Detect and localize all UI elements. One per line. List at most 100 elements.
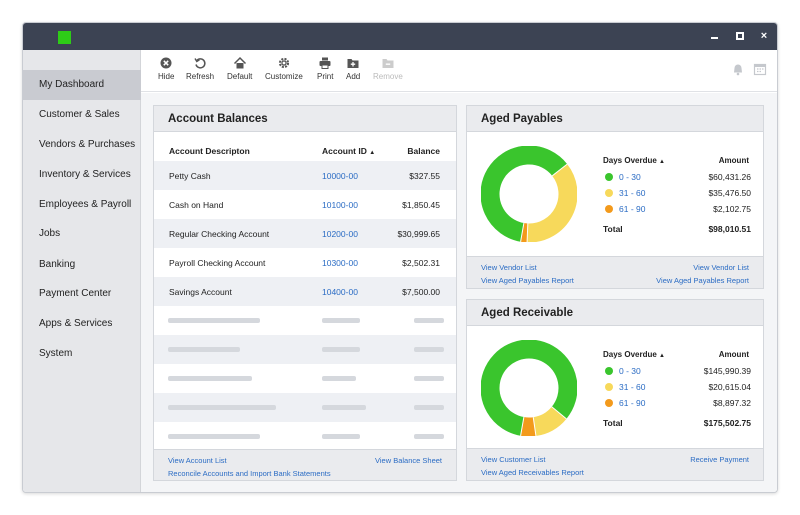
toolbar: Hide Refresh Default Customize Print Add… bbox=[141, 50, 777, 92]
close-icon[interactable]: × bbox=[760, 30, 768, 42]
calendar-icon[interactable] bbox=[753, 62, 767, 76]
col-days-overdue-label: Days Overdue bbox=[603, 350, 657, 359]
aged-amount: $145,990.39 bbox=[703, 366, 751, 376]
account-id-link[interactable]: 10300-00 bbox=[322, 258, 358, 268]
aged-row[interactable]: 61 - 90 $2,102.75 bbox=[603, 202, 751, 218]
account-id-link[interactable]: 10100-00 bbox=[322, 200, 358, 210]
sidebar-item-banking[interactable]: Banking bbox=[39, 259, 76, 270]
view-customer-list-link[interactable]: View Customer List bbox=[481, 455, 546, 464]
add-button[interactable]: Add bbox=[346, 56, 360, 81]
days-range-link[interactable]: 61 - 90 bbox=[619, 204, 646, 214]
aged-row[interactable]: 31 - 60 $35,476.50 bbox=[603, 186, 751, 202]
days-range-link[interactable]: 0 - 30 bbox=[619, 366, 641, 376]
col-account-id[interactable]: Account ID ▲ bbox=[322, 146, 375, 156]
col-account-description[interactable]: Account Descripton bbox=[169, 146, 250, 156]
days-range-link[interactable]: 61 - 90 bbox=[619, 398, 646, 408]
default-button[interactable]: Default bbox=[227, 56, 252, 81]
table-row[interactable]: Petty Cash 10000-00 $327.55 bbox=[154, 161, 456, 190]
sidebar-item-apps-services[interactable]: Apps & Services bbox=[39, 318, 113, 329]
account-balance: $30,999.65 bbox=[397, 229, 440, 239]
placeholder-bar bbox=[414, 376, 444, 381]
account-id-link[interactable]: 10200-00 bbox=[322, 229, 358, 239]
placeholder-row bbox=[154, 335, 456, 364]
col-days-overdue-label: Days Overdue bbox=[603, 156, 657, 165]
table-row[interactable]: Cash on Hand 10100-00 $1,850.45 bbox=[154, 190, 456, 219]
view-balance-sheet-link[interactable]: View Balance Sheet bbox=[375, 456, 442, 465]
table-row[interactable]: Savings Account 10400-00 $7,500.00 bbox=[154, 277, 456, 306]
placeholder-bar bbox=[168, 376, 252, 381]
customize-button[interactable]: Customize bbox=[265, 56, 303, 81]
aged-row[interactable]: 0 - 30 $145,990.39 bbox=[603, 364, 751, 380]
col-amount[interactable]: Amount bbox=[718, 350, 749, 359]
sidebar-item-my-dashboard[interactable]: My Dashboard bbox=[23, 70, 141, 100]
total-label: Total bbox=[603, 224, 623, 234]
aged-row[interactable]: 31 - 60 $20,615.04 bbox=[603, 380, 751, 396]
sidebar-item-payment-center[interactable]: Payment Center bbox=[39, 288, 112, 299]
aged-amount: $8,897.32 bbox=[713, 398, 751, 408]
account-id-link[interactable]: 10400-00 bbox=[322, 287, 358, 297]
aged-payables-title: Aged Payables bbox=[467, 106, 763, 132]
placeholder-bar bbox=[168, 434, 260, 439]
refresh-button[interactable]: Refresh bbox=[186, 56, 214, 81]
placeholder-row bbox=[154, 422, 456, 451]
receive-payment-link[interactable]: Receive Payment bbox=[690, 455, 749, 464]
donut-separator bbox=[532, 417, 537, 436]
col-days-overdue[interactable]: Days Overdue ▲ bbox=[603, 350, 665, 359]
col-days-overdue[interactable]: Days Overdue ▲ bbox=[603, 156, 665, 165]
aged-amount: $2,102.75 bbox=[713, 204, 751, 214]
days-range-link[interactable]: 0 - 30 bbox=[619, 172, 641, 182]
aged-row[interactable]: 0 - 30 $60,431.26 bbox=[603, 170, 751, 186]
print-button[interactable]: Print bbox=[317, 56, 333, 81]
aged-receivable-title: Aged Receivable bbox=[467, 300, 763, 326]
donut-slice-0-30 bbox=[481, 146, 568, 242]
maximize-icon[interactable] bbox=[732, 28, 748, 44]
aged-payables-footer: View Vendor List View Aged Payables Repo… bbox=[467, 256, 763, 288]
view-aged-payables-report-link[interactable]: View Aged Payables Report bbox=[481, 276, 574, 285]
col-balance[interactable]: Balance bbox=[407, 146, 440, 156]
sidebar-item-system[interactable]: System bbox=[39, 348, 73, 359]
sort-up-icon: ▲ bbox=[659, 159, 665, 165]
donut-separator bbox=[520, 222, 525, 242]
remove-button[interactable]: Remove bbox=[373, 56, 403, 81]
donut-slice-61-90 bbox=[520, 416, 536, 436]
view-aged-receivables-report-link[interactable]: View Aged Receivables Report bbox=[481, 468, 584, 477]
placeholder-row bbox=[154, 364, 456, 393]
account-description: Savings Account bbox=[169, 287, 232, 297]
reconcile-accounts-link[interactable]: Reconcile Accounts and Import Bank State… bbox=[168, 469, 331, 478]
minimize-icon[interactable] bbox=[706, 28, 722, 44]
aged-row[interactable]: 61 - 90 $8,897.32 bbox=[603, 396, 751, 412]
add-folder-icon bbox=[347, 59, 359, 68]
legend-dot-yellow bbox=[605, 383, 613, 391]
bell-icon[interactable] bbox=[731, 62, 745, 76]
aged-amount: $60,431.26 bbox=[708, 172, 751, 182]
view-vendor-list-link[interactable]: View Vendor List bbox=[693, 263, 749, 272]
aged-total-row: Total $98,010.51 bbox=[603, 222, 751, 238]
aged-total-row: Total $175,502.75 bbox=[603, 416, 751, 432]
sidebar-item-customer-sales[interactable]: Customer & Sales bbox=[39, 109, 120, 120]
hide-button[interactable]: Hide bbox=[158, 56, 174, 81]
placeholder-bar bbox=[414, 434, 444, 439]
days-range-link[interactable]: 31 - 60 bbox=[619, 188, 646, 198]
view-vendor-list-link[interactable]: View Vendor List bbox=[481, 263, 537, 272]
view-aged-payables-report-link[interactable]: View Aged Payables Report bbox=[656, 276, 749, 285]
days-range-link[interactable]: 31 - 60 bbox=[619, 382, 646, 392]
sidebar-item-employees-payroll[interactable]: Employees & Payroll bbox=[39, 199, 132, 210]
sidebar-item-inventory-services[interactable]: Inventory & Services bbox=[39, 169, 131, 180]
donut-slice-61-90 bbox=[520, 223, 528, 242]
sidebar-item-vendors-purchases[interactable]: Vendors & Purchases bbox=[39, 139, 136, 150]
donut-separator bbox=[551, 163, 568, 177]
total-label: Total bbox=[603, 418, 623, 428]
aged-payables-panel: Aged Payables Days Overdue ▲ Amount 0 - … bbox=[466, 105, 764, 289]
col-amount[interactable]: Amount bbox=[718, 156, 749, 165]
table-row[interactable]: Regular Checking Account 10200-00 $30,99… bbox=[154, 219, 456, 248]
print-label: Print bbox=[317, 72, 334, 81]
sidebar-item-jobs[interactable]: Jobs bbox=[39, 228, 61, 239]
remove-folder-icon bbox=[382, 59, 394, 68]
app-window: × My Dashboard Customer & Sales Vendors … bbox=[22, 22, 778, 493]
table-row[interactable]: Payroll Checking Account 10300-00 $2,502… bbox=[154, 248, 456, 277]
account-id-link[interactable]: 10000-00 bbox=[322, 171, 358, 181]
aged-receivable-donut-chart bbox=[481, 340, 577, 436]
default-label: Default bbox=[227, 72, 253, 81]
placeholder-bar bbox=[414, 347, 444, 352]
view-account-list-link[interactable]: View Account List bbox=[168, 456, 227, 465]
